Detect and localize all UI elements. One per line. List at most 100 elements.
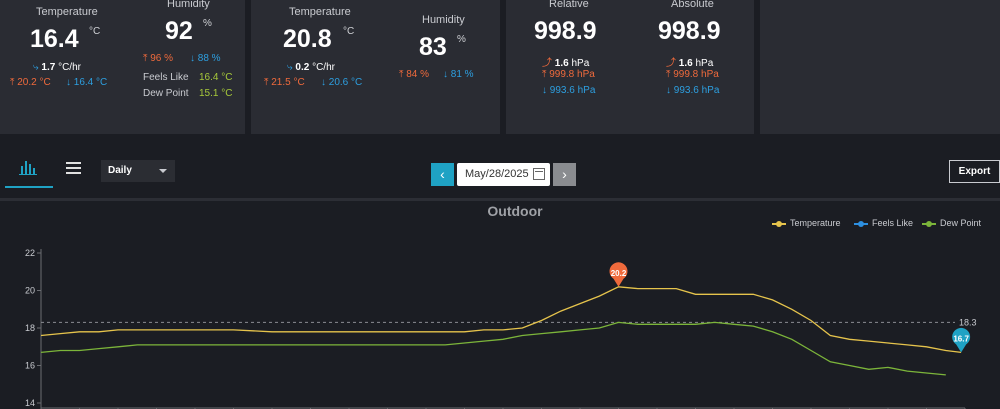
feels-like-label: Feels Like bbox=[143, 72, 189, 83]
legend-feels-like[interactable]: Feels Like bbox=[854, 218, 913, 228]
series-line-dew-point bbox=[40, 321, 946, 376]
absolute-rate: ⤴ 1.6 hPa bbox=[666, 54, 713, 69]
marker-pin bbox=[952, 327, 971, 353]
trend-up-icon: ⤴ bbox=[666, 58, 676, 69]
indoor-temp-rate-unit: °C/hr bbox=[312, 62, 335, 73]
outdoor-temperature-value: 16.4 bbox=[30, 25, 79, 53]
relative-rate-unit: hPa bbox=[571, 58, 590, 69]
empty-card bbox=[760, 0, 1000, 134]
chart-title: Outdoor bbox=[487, 203, 543, 219]
outdoor-humidity-high-value: 96 % bbox=[150, 53, 173, 64]
relative-rate: ⤴ 1.6 hPa bbox=[542, 54, 589, 69]
relative-high-value: 999.8 hPa bbox=[549, 69, 595, 80]
previous-date-button[interactable]: ‹ bbox=[431, 163, 454, 186]
outdoor-temp-rate-unit: °C/hr bbox=[58, 62, 81, 73]
menu-list-icon bbox=[66, 162, 81, 174]
absolute-low-value: 993.6 hPa bbox=[673, 85, 720, 96]
legend-feels-like-marker bbox=[854, 220, 868, 227]
outdoor-temperature-unit: °C bbox=[89, 26, 101, 37]
list-view-tab[interactable] bbox=[62, 158, 86, 178]
absolute-rate-value: 1.6 bbox=[678, 58, 693, 69]
outdoor-humidity-high: ⤒ 96 % bbox=[143, 53, 173, 64]
period-select-value: Daily bbox=[108, 165, 132, 176]
indoor-temperature-value: 20.8 bbox=[283, 25, 332, 53]
indoor-humidity-high-value: 84 % bbox=[406, 69, 429, 80]
high-arrow-icon: ⤒ bbox=[264, 77, 269, 88]
next-date-button[interactable]: › bbox=[553, 163, 576, 186]
calendar-icon[interactable] bbox=[533, 168, 545, 180]
absolute-high-value: 999.8 hPa bbox=[673, 69, 719, 80]
absolute-label: Absolute bbox=[671, 0, 714, 10]
date-input[interactable]: May/28/2025 bbox=[457, 163, 550, 186]
outdoor-temperature-label: Temperature bbox=[36, 6, 98, 18]
active-tab-indicator bbox=[5, 186, 53, 188]
absolute-value: 998.9 bbox=[658, 17, 721, 45]
legend-temperature-marker bbox=[772, 220, 786, 227]
legend-temperature[interactable]: Temperature bbox=[772, 218, 841, 228]
outdoor-humidity-value: 92 bbox=[165, 17, 193, 45]
y-tick-label: 16 bbox=[25, 361, 35, 371]
low-arrow-icon: ↓ bbox=[542, 85, 547, 96]
relative-rate-value: 1.6 bbox=[554, 58, 569, 69]
bar-chart-icon bbox=[19, 161, 37, 175]
indoor-humidity-low: ↓ 81 % bbox=[443, 69, 474, 80]
y-tick-label: 20 bbox=[25, 286, 35, 296]
high-arrow-icon: ⤒ bbox=[666, 69, 671, 80]
high-arrow-icon: ⤒ bbox=[143, 53, 148, 64]
outdoor-humidity-low-value: 88 % bbox=[197, 53, 221, 64]
indoor-temp-high-value: 21.5 °C bbox=[271, 77, 305, 88]
absolute-high: ⤒ 999.8 hPa bbox=[666, 69, 719, 80]
reference-line-label: 18.3 bbox=[959, 317, 977, 327]
outdoor-temp-high-value: 20.2 °C bbox=[17, 77, 51, 88]
relative-low: ↓ 993.6 hPa bbox=[542, 85, 595, 96]
legend-temperature-label: Temperature bbox=[790, 218, 841, 228]
trend-down-icon: ⤷ bbox=[33, 62, 39, 73]
indoor-card: Temperature 20.8 °C ⤷ 0.2 °C/hr ⤒ 21.5 °… bbox=[251, 0, 500, 134]
trend-down-icon: ⤷ bbox=[287, 62, 293, 73]
relative-low-value: 993.6 hPa bbox=[549, 85, 596, 96]
outdoor-humidity-label: Humidity bbox=[167, 0, 210, 10]
y-tick-label: 18 bbox=[25, 323, 35, 333]
indoor-humidity-high: ⤒ 84 % bbox=[399, 69, 429, 80]
outdoor-temp-high: ⤒ 20.2 °C bbox=[10, 77, 51, 88]
section-divider bbox=[0, 198, 1000, 201]
indoor-humidity-label: Humidity bbox=[422, 14, 465, 26]
trend-up-icon: ⤴ bbox=[542, 58, 552, 69]
low-arrow-icon: ↓ bbox=[190, 53, 195, 64]
indoor-humidity-value: 83 bbox=[419, 33, 447, 61]
y-tick-label: 14 bbox=[25, 398, 35, 408]
period-select[interactable]: Daily bbox=[101, 160, 175, 182]
relative-high: ⤒ 999.8 hPa bbox=[542, 69, 595, 80]
relative-label: Relative bbox=[549, 0, 589, 10]
legend-dew-point[interactable]: Dew Point bbox=[922, 218, 981, 228]
outdoor-temp-rate: ⤷ 1.7 °C/hr bbox=[33, 62, 81, 73]
feels-like-value: 16.4 °C bbox=[199, 72, 233, 83]
marker-label: 20.2 bbox=[611, 269, 627, 278]
date-input-value: May/28/2025 bbox=[465, 168, 529, 180]
indoor-temp-rate-value: 0.2 bbox=[295, 62, 310, 73]
marker-pin bbox=[609, 262, 628, 287]
dew-point-value: 15.1 °C bbox=[199, 88, 233, 99]
chart-view-tab[interactable] bbox=[14, 156, 40, 178]
low-arrow-icon: ↓ bbox=[321, 77, 326, 88]
dew-point-label: Dew Point bbox=[143, 88, 189, 99]
indoor-temp-low: ↓ 20.6 °C bbox=[321, 77, 362, 88]
series-line-temperature bbox=[40, 286, 962, 354]
indoor-temperature-label: Temperature bbox=[289, 6, 351, 18]
legend-feels-like-label: Feels Like bbox=[872, 218, 914, 228]
legend-dew-point-marker bbox=[922, 220, 936, 227]
marker-label: 16.7 bbox=[953, 334, 969, 343]
pressure-card: Relative 998.9 ⤴ 1.6 hPa ⤒ 999.8 hPa ↓ 9… bbox=[506, 0, 754, 134]
outdoor-temp-low: ↓ 16.4 °C bbox=[66, 77, 107, 88]
legend-dew-point-label: Dew Point bbox=[940, 218, 982, 228]
indoor-temp-rate: ⤷ 0.2 °C/hr bbox=[287, 62, 335, 73]
absolute-rate-unit: hPa bbox=[695, 58, 714, 69]
low-arrow-icon: ↓ bbox=[666, 85, 671, 96]
high-arrow-icon: ⤒ bbox=[10, 77, 15, 88]
indoor-humidity-low-value: 81 % bbox=[450, 69, 474, 80]
indoor-temperature-unit: °C bbox=[343, 26, 355, 37]
outdoor-humidity-low: ↓ 88 % bbox=[190, 53, 221, 64]
y-tick-label: 22 bbox=[25, 248, 35, 258]
